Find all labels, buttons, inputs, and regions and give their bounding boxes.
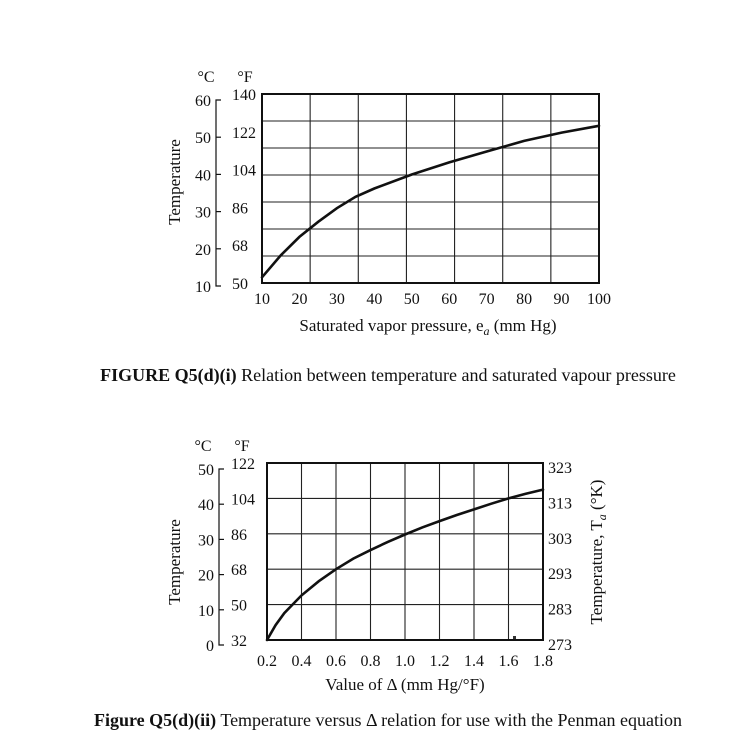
chart1-fahrenheit-tick-labels: 140 122 104 86 68 50 [232,87,256,293]
celsius-tick-label: 50 [198,462,214,479]
x-tick-label: 10 [254,291,270,308]
celsius-tick-label: 40 [198,497,214,514]
x-tick-label: 1.0 [395,653,415,670]
x-tick-label: 0.8 [361,653,381,670]
celsius-tick-label: 30 [195,205,211,222]
celsius-tick-label: 0 [206,638,214,655]
chart2-unit-fahrenheit: °F [234,438,249,455]
chart1-caption-label: FIGURE Q5(d)(i) [100,365,237,386]
x-tick-label: 0.6 [326,653,346,670]
chart-temperature-vs-vapor-pressure: °C °F 60 50 40 30 20 10 140 122 104 86 68 50 10 20 3… [100,69,676,386]
x-tick-label: 20 [291,291,307,308]
celsius-tick-label: 20 [195,242,211,259]
chart1-tick-marks [216,136,221,250]
chart1-caption-text: Relation between temperature and saturat… [241,365,676,385]
chart2-right-axis-title-main: Temperature, T [587,520,606,625]
x-tick-label: 40 [366,291,382,308]
x-tick-label: 0.4 [292,653,312,670]
chart1-x-axis-title-unit: (mm Hg) [490,316,557,335]
celsius-tick-label: 60 [195,93,211,110]
fahrenheit-tick-label: 68 [232,238,248,255]
fahrenheit-tick-label: 104 [231,491,255,508]
chart1-series-line [260,124,601,279]
celsius-tick-label: 10 [195,279,211,296]
chart1-x-tick-labels: 10 20 30 40 50 60 70 80 90 100 [254,291,611,308]
chart1-celsius-axis [215,99,221,287]
x-tick-label: 70 [479,291,495,308]
chart2-celsius-tick-labels: 50 40 30 20 10 0 [198,462,214,655]
chart1-celsius-tick-labels: 60 50 40 30 20 10 [195,93,211,296]
kelvin-tick-label: 273 [548,637,572,654]
chart2-grid [267,463,543,640]
chart1-x-axis-title-main: Saturated vapor pressure, e [299,316,483,335]
fahrenheit-tick-label: 140 [232,87,256,104]
chart2-y-axis-title: Temperature [165,519,184,605]
chart1-unit-fahrenheit: °F [237,69,252,86]
chart2-x-axis-title: Value of Δ (mm Hg/°F) [325,675,484,694]
x-tick-label: 30 [329,291,345,308]
celsius-tick-label: 20 [198,568,214,585]
fahrenheit-tick-label: 86 [231,527,247,544]
chart1-grid [262,94,599,283]
fahrenheit-tick-label: 122 [231,456,255,473]
kelvin-tick-label: 323 [548,460,572,477]
fahrenheit-tick-label: 50 [231,598,247,615]
chart2-right-axis-title: Temperature, Ta (°K) [587,480,609,625]
celsius-tick-label: 50 [195,130,211,147]
kelvin-tick-label: 293 [548,566,572,583]
celsius-tick-label: 40 [195,167,211,184]
x-tick-label: 90 [554,291,570,308]
fahrenheit-tick-label: 32 [231,633,247,650]
chart1-y-axis-title: Temperature [165,139,184,225]
chart2-speck [513,636,516,639]
fahrenheit-tick-label: 86 [232,200,248,217]
x-tick-label: 80 [516,291,532,308]
x-tick-label: 1.4 [464,653,484,670]
kelvin-tick-label: 313 [548,495,572,512]
chart1-unit-celsius: °C [197,69,214,86]
fahrenheit-tick-label: 68 [231,562,247,579]
chart2-kelvin-tick-labels: 323 313 303 293 283 273 [548,460,572,654]
x-tick-label: 50 [404,291,420,308]
chart1-x-axis-title-sub: a [484,324,490,338]
chart2-caption-text: Temperature versus Δ relation for use wi… [220,710,682,730]
chart2-caption-label: Figure Q5(d)(ii) [94,710,216,731]
chart2-caption: Figure Q5(d)(ii) Temperature versus Δ re… [94,710,682,731]
fahrenheit-tick-label: 104 [232,163,256,180]
chart2-x-tick-labels: 0.2 0.4 0.6 0.8 1.0 1.2 1.4 1.6 1.8 [257,653,553,670]
chart2-tick-marks [219,503,224,611]
x-tick-label: 1.8 [533,653,553,670]
celsius-tick-label: 10 [198,603,214,620]
celsius-tick-label: 30 [198,532,214,549]
kelvin-tick-label: 303 [548,531,572,548]
chart1-x-axis-title: Saturated vapor pressure, ea (mm Hg) [299,316,556,338]
x-tick-label: 1.2 [430,653,450,670]
chart2-right-axis-title-unit: (°K) [587,480,606,515]
chart2-right-axis-title-sub: a [595,514,609,520]
chart1-caption: FIGURE Q5(d)(i) Relation between tempera… [100,365,676,386]
chart2-series-line [265,488,545,642]
x-tick-label: 100 [587,291,611,308]
fahrenheit-tick-label: 122 [232,125,256,142]
kelvin-tick-label: 283 [548,602,572,619]
x-tick-label: 1.6 [499,653,519,670]
fahrenheit-tick-label: 50 [232,276,248,293]
x-tick-label: 0.2 [257,653,277,670]
chart2-fahrenheit-tick-labels: 122 104 86 68 50 32 [231,456,255,650]
chart2-celsius-axis [218,468,224,646]
chart1-plot-frame [261,93,600,284]
x-tick-label: 60 [441,291,457,308]
chart2-unit-celsius: °C [194,438,211,455]
